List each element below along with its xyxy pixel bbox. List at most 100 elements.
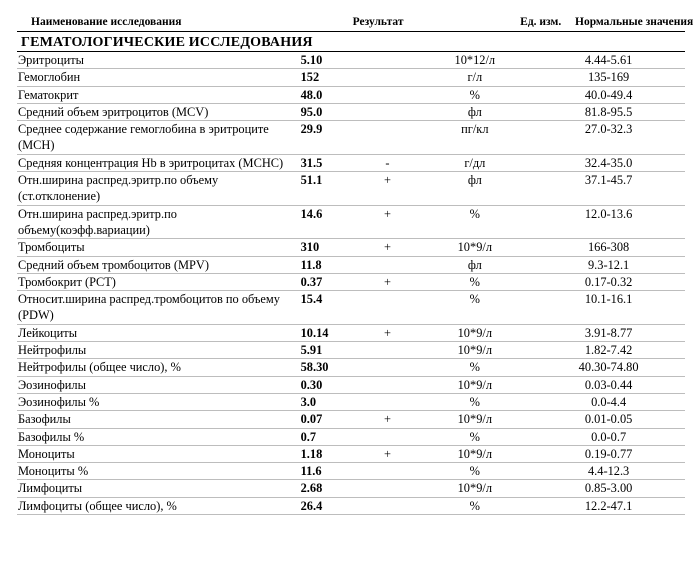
test-unit: % <box>469 464 480 479</box>
test-name: Гемоглобин <box>18 70 81 85</box>
header-name: Наименование исследования <box>31 16 182 28</box>
deviation-flag: + <box>383 412 391 427</box>
test-value: 95.0 <box>300 104 323 119</box>
reference-range: 0.0-4.4 <box>591 394 627 409</box>
test-name: Моноциты % <box>18 464 89 479</box>
header-result: Результат <box>352 16 404 28</box>
test-value: 0.07 <box>300 412 323 427</box>
table-row: Относит.ширина распред.тромбоцитов по об… <box>17 291 685 325</box>
test-unit: 10*12/л <box>454 53 496 67</box>
test-value: 26.4 <box>300 498 323 513</box>
deviation-flag: + <box>383 325 391 340</box>
table-row: Базофилы 0.07 +10*9/л 0.01-0.05 <box>17 411 685 429</box>
test-value: 2.68 <box>300 481 323 496</box>
test-value: 14.6 <box>300 206 323 221</box>
reference-range: 40.30-74.80 <box>578 360 639 375</box>
test-unit: % <box>469 498 480 513</box>
test-unit: г/л <box>467 70 483 85</box>
test-unit: 10*9/л <box>457 412 493 427</box>
deviation-flag: + <box>383 274 391 289</box>
test-unit: % <box>469 274 480 289</box>
test-name: Гематокрит <box>18 87 79 102</box>
test-name: Отн.ширина распред.эритр.по объему(коэфф… <box>18 206 177 237</box>
header-unit: Ед. изм. <box>520 16 562 28</box>
test-name: Эозинофилы <box>18 377 86 392</box>
deviation-flag: + <box>383 173 391 188</box>
test-value: 5.10 <box>300 53 323 67</box>
deviation-flag: + <box>383 446 391 461</box>
test-name: Моноциты <box>18 446 75 461</box>
table-row: Среднее содержание гемоглобина в эритроц… <box>17 121 685 155</box>
test-unit: % <box>469 429 480 444</box>
reference-range: 0.85-3.00 <box>584 481 633 496</box>
test-value: 58.30 <box>300 360 329 375</box>
table-row: Нейтрофилы (общее число), % 58.30% 40.30-7… <box>17 359 685 377</box>
reference-range: 10.1-16.1 <box>584 292 633 307</box>
test-unit: фл <box>467 257 482 272</box>
test-unit: 10*9/л <box>457 377 493 392</box>
test-unit: % <box>469 206 480 221</box>
reference-range: 40.0-49.4 <box>584 87 633 102</box>
table-row: Моноциты % 11.6% 4.4-12.3 <box>17 463 685 481</box>
test-name: Тромбоциты <box>18 240 85 255</box>
reference-range: 12.2-47.1 <box>584 498 633 513</box>
section-title: ГЕМАТОЛОГИЧЕСКИЕ ИССЛЕДОВАНИЯ <box>17 34 685 52</box>
reference-range: 32.4-35.0 <box>584 155 633 170</box>
table-header: Наименование исследования Результат Ед. … <box>17 13 694 32</box>
test-name: Нейтрофилы <box>18 343 87 358</box>
test-value: 0.37 <box>300 274 323 289</box>
test-unit: 10*9/л <box>457 343 493 358</box>
reference-range: 27.0-32.3 <box>584 122 633 137</box>
reference-range: 0.17-0.32 <box>584 274 633 289</box>
deviation-flag: + <box>383 240 391 255</box>
test-value: 0.7 <box>300 429 317 444</box>
test-unit: фл <box>467 173 482 188</box>
header-norm: Нормальные значения <box>575 16 694 28</box>
table-row: Моноциты 1.18 +10*9/л 0.19-0.77 <box>17 446 685 464</box>
test-unit: фл <box>467 104 482 119</box>
table-row: Гемоглобин 152 г/л 135-169 <box>17 69 685 87</box>
table-row: Тромбоциты 310 +10*9/л 166-308 <box>17 239 685 257</box>
test-unit: % <box>469 394 480 409</box>
test-value: 3.0 <box>300 394 317 409</box>
deviation-flag: - <box>385 155 390 170</box>
reference-range: 4.4-12.3 <box>587 464 630 479</box>
test-unit: % <box>469 360 480 375</box>
test-value: 10.14 <box>300 325 329 340</box>
test-value: 152 <box>300 70 320 85</box>
test-value: 1.18 <box>300 446 323 461</box>
test-name: Средняя концентрация Hb в эритроцитах (M… <box>18 155 284 170</box>
test-unit: 10*9/л <box>457 325 493 340</box>
test-value: 51.1 <box>300 173 323 188</box>
table-row: Гематокрит 48.0% 40.0-49.4 <box>17 87 685 104</box>
reference-range: 0.0-0.7 <box>591 429 627 444</box>
reference-range: 166-308 <box>587 240 630 255</box>
test-name: Средний объем эритроцитов (MCV) <box>18 104 209 119</box>
reference-range: 1.82-7.42 <box>584 343 633 358</box>
table-row: Базофилы % 0.7% 0.0-0.7 <box>17 429 685 446</box>
test-name: Среднее содержание гемоглобина в эритроц… <box>18 122 269 153</box>
test-unit: % <box>469 292 480 307</box>
reference-range: 9.3-12.1 <box>587 257 630 272</box>
test-unit: 10*9/л <box>457 446 493 461</box>
table-row: Средний объем эритроцитов (MCV) 95.0 фл 81.… <box>17 104 685 122</box>
table-row: Лимфоциты 2.68 10*9/л 0.85-3.00 <box>17 480 685 498</box>
table-row: Средний объем тромбоцитов (MPV) 11.8 фл 9.3… <box>17 257 685 274</box>
deviation-flag: + <box>383 206 391 221</box>
test-name: Лейкоциты <box>18 325 78 340</box>
table-row: Лимфоциты (общее число), % 26.4% 12.2-47.1 <box>17 498 685 516</box>
test-name: Относит.ширина распред.тромбоцитов по об… <box>18 292 280 323</box>
test-value: 48.0 <box>300 87 323 102</box>
test-value: 0.30 <box>300 377 323 392</box>
test-unit: 10*9/л <box>457 481 493 496</box>
table-row: Лейкоциты 10.14 +10*9/л 3.91-8.77 <box>17 325 685 343</box>
reference-range: 135-169 <box>587 70 630 85</box>
reference-range: 3.91-8.77 <box>584 325 633 340</box>
test-value: 31.5 <box>300 155 323 170</box>
test-unit: 10*9/л <box>457 240 493 255</box>
test-name: Средний объем тромбоцитов (MPV) <box>18 257 209 272</box>
table-row: Эозинофилы 0.30 10*9/л 0.03-0.44 <box>17 377 685 394</box>
reference-range: 37.1-45.7 <box>584 173 633 188</box>
test-value: 11.6 <box>300 464 322 479</box>
test-value: 11.8 <box>300 257 322 272</box>
